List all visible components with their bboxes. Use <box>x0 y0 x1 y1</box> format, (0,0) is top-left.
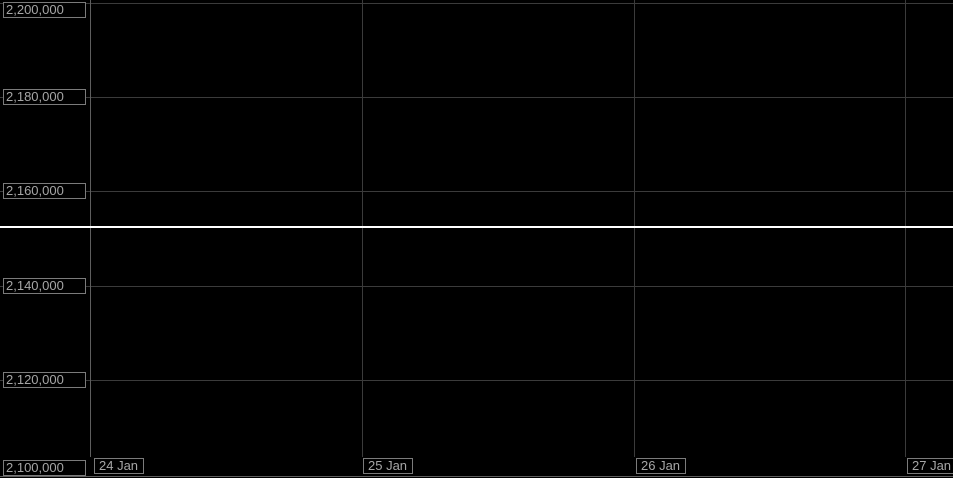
x-axis-label: 25 Jan <box>363 458 414 474</box>
grid-line-vertical <box>905 0 906 457</box>
y-axis-label: 2,180,000 <box>3 89 86 105</box>
x-axis-label: 26 Jan <box>636 458 687 474</box>
y-axis-label: 2,100,000 <box>3 460 86 476</box>
y-axis-label: 2,120,000 <box>3 372 86 388</box>
y-axis-line <box>90 0 91 457</box>
y-axis-label: 2,200,000 <box>3 2 86 18</box>
grid-line-vertical <box>362 0 363 457</box>
y-axis-label: 2,160,000 <box>3 183 86 199</box>
grid-line-horizontal <box>0 191 953 192</box>
y-axis-label: 2,140,000 <box>3 278 86 294</box>
grid-line-vertical <box>634 0 635 457</box>
x-axis-label: 27 Jan <box>907 458 953 474</box>
grid-line-horizontal <box>0 97 953 98</box>
grid-line-horizontal <box>0 380 953 381</box>
grid-line-horizontal <box>0 286 953 287</box>
price-line <box>0 226 953 228</box>
x-axis-label: 24 Jan <box>94 458 145 474</box>
x-axis-line <box>0 476 953 477</box>
grid-line-horizontal <box>0 3 953 4</box>
